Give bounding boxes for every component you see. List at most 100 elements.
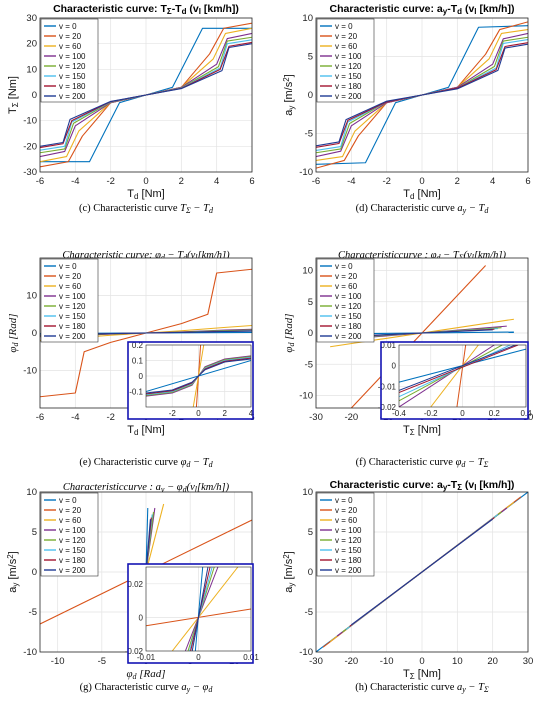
- chart-c-legend-entry: v = 120: [59, 62, 86, 71]
- chart-c-ytick-label: 20: [26, 39, 37, 50]
- chart-g-ytick-label: -10: [23, 647, 37, 658]
- chart-f-ytick-label: -5: [305, 359, 313, 370]
- chart-c-xtick-label: -2: [106, 176, 114, 187]
- chart-h-legend-entry: v = 120: [335, 536, 362, 545]
- chart-f-legend: [316, 258, 375, 343]
- chart-d: Characteristic curve: ay-Td (vl [km/h]) -…: [282, 3, 530, 215]
- chart-g-legend-entry: v = 60: [59, 516, 82, 525]
- chart-h-title: Characteristic curve: ay-TΣ (vl [km/h]): [330, 479, 515, 492]
- chart-e-inset-series-line-7: [146, 358, 251, 394]
- chart-g: Characteristiccurve : ay − φd(vl[km/h]) -…: [6, 482, 259, 694]
- chart-d-xtick-label: 2: [455, 176, 460, 187]
- chart-f-legend-entry: v = 200: [335, 332, 362, 341]
- chart-e-inset-ytick-label: 0: [139, 372, 144, 381]
- chart-f-legend-entry: v = 20: [335, 272, 358, 281]
- chart-e-xtick-label: -6: [36, 412, 44, 423]
- chart-f-legend-entry: v = 0: [335, 262, 353, 271]
- chart-g-ytick-label: 10: [26, 487, 37, 498]
- chart-f-series-line-7: [351, 329, 493, 337]
- chart-d-ytick-label: 0: [308, 90, 313, 101]
- chart-e-legend-entry: v = 100: [59, 292, 86, 301]
- chart-g-inset-series-line-7: [191, 567, 209, 651]
- chart-c-xtick-label: 6: [249, 176, 254, 187]
- chart-h-xtick-label: 30: [523, 656, 534, 667]
- chart-d-title: Characteristic curve: ay-Td (vl [km/h]): [330, 3, 515, 16]
- chart-g-legend-entry: v = 120: [59, 536, 86, 545]
- chart-g-inset: -0.01 0 0.01 -0.02 0 0.02: [125, 563, 259, 664]
- chart-h-xtick-label: -30: [309, 656, 323, 667]
- chart-g-inset-ytick-label: -0.02: [125, 647, 144, 656]
- chart-h-ytick-label: 5: [308, 527, 313, 538]
- chart-d-ytick-label: -5: [305, 129, 313, 140]
- chart-c-legend-entry: v = 60: [59, 42, 82, 51]
- chart-e-legend-entry: v = 200: [59, 332, 86, 341]
- chart-f-legend-entry: v = 100: [335, 292, 362, 301]
- chart-f-inset-ytick-label: 0: [392, 362, 397, 371]
- chart-c-legend-entry: v = 0: [59, 22, 77, 31]
- chart-c-caption: (c) Characteristic curve TΣ − Td: [79, 203, 214, 215]
- chart-f-xtick-label: -20: [344, 412, 358, 423]
- chart-g-ylabel: ay [m/s2]: [6, 551, 20, 592]
- chart-c: Characteristic curve: TΣ-Td (vl [km/h]) -…: [7, 3, 255, 215]
- chart-e-inset-frame: [145, 344, 252, 408]
- chart-c-legend-entry: v = 100: [59, 52, 86, 61]
- chart-e-xlabel: Td [Nm]: [127, 424, 164, 437]
- chart-f-ytick-label: 5: [308, 297, 313, 308]
- chart-d-legend-entry: v = 0: [335, 22, 353, 31]
- chart-g-inset-border: [127, 563, 254, 664]
- chart-c-xtick-label: -4: [71, 176, 79, 187]
- chart-d-legend-entry: v = 120: [335, 62, 362, 71]
- chart-h-xtick-label: 20: [487, 656, 498, 667]
- chart-d-caption: (d) Characteristic curve ay − Td: [356, 203, 490, 215]
- chart-e-legend: [40, 258, 99, 343]
- chart-g-inset-ytick-label: 0.02: [127, 580, 143, 589]
- chart-e-inset-xtick-label: 0: [196, 409, 201, 418]
- chart-d-frame: [315, 17, 529, 173]
- chart-g-inset-frame: [145, 566, 252, 652]
- chart-g-legend: [40, 492, 99, 577]
- chart-c-legend-entry: v = 20: [59, 32, 82, 41]
- chart-h-ylabel: ay [m/s2]: [282, 551, 296, 592]
- chart-h-ytick-label: -5: [305, 607, 313, 618]
- chart-f-ytick-label: -10: [299, 391, 313, 402]
- chart-f-ylabel: φd [Rad]: [283, 313, 296, 352]
- chart-f-inset-series-line-7: [399, 345, 517, 391]
- chart-e-legend-entry: v = 180: [59, 322, 86, 331]
- chart-h-legend-entry: v = 20: [335, 506, 358, 515]
- chart-e-ylabel: φd [Rad]: [7, 313, 20, 352]
- chart-g-inset-xtick-label: -0.01: [137, 653, 156, 662]
- chart-c-series-line-7: [40, 43, 252, 147]
- chart-g-xlabel: φd [Rad]: [126, 668, 165, 681]
- chart-e-inset: -2 0 2 4 -0.1 0 0.1 0.2: [127, 341, 254, 420]
- chart-g-xtick-label: -10: [51, 656, 65, 667]
- chart-f-inset-xtick-label: 0: [460, 409, 465, 418]
- chart-e: Characteristic curve: φd − Td(vl[km/h]) -…: [7, 250, 255, 469]
- chart-h-legend-entry: v = 60: [335, 516, 358, 525]
- chart-c-xtick-label: 4: [214, 176, 219, 187]
- chart-f: Characteristiccurve : φd − TΣ(vl[km/h]) -…: [283, 250, 533, 469]
- chart-h-frame: [315, 491, 529, 653]
- chart-g-legend-entry: v = 0: [59, 496, 77, 505]
- chart-h-legend-entry: v = 100: [335, 526, 362, 535]
- chart-e-ytick-label: 0: [32, 328, 37, 339]
- chart-g-ytick-label: 5: [32, 527, 37, 538]
- chart-c-legend-entry: v = 150: [59, 72, 86, 81]
- chart-d-legend-entry: v = 200: [335, 92, 362, 101]
- chart-h-legend: [316, 492, 375, 577]
- chart-c-ytick-label: -20: [23, 141, 37, 152]
- chart-c-legend: [40, 18, 99, 103]
- chart-h-legend-entry: v = 150: [335, 546, 362, 555]
- chart-c-frame: [39, 17, 253, 173]
- chart-d-legend-entry: v = 180: [335, 82, 362, 91]
- chart-c-ytick-label: -10: [23, 116, 37, 127]
- chart-e-caption: (e) Characteristic curve φd − Td: [79, 457, 213, 469]
- chart-g-inset-series-line-3: [184, 567, 219, 651]
- chart-e-xtick-label: -2: [106, 412, 114, 423]
- chart-c-title: Characteristic curve: TΣ-Td (vl [km/h]): [53, 3, 239, 16]
- chart-h-legend-entry: v = 180: [335, 556, 362, 565]
- chart-d-xtick-label: 0: [419, 176, 424, 187]
- chart-c-ytick-label: -30: [23, 167, 37, 178]
- chart-f-inset-series-line-3: [399, 345, 495, 407]
- chart-c-xtick-label: 0: [143, 176, 148, 187]
- chart-f-xtick-label: -30: [309, 412, 323, 423]
